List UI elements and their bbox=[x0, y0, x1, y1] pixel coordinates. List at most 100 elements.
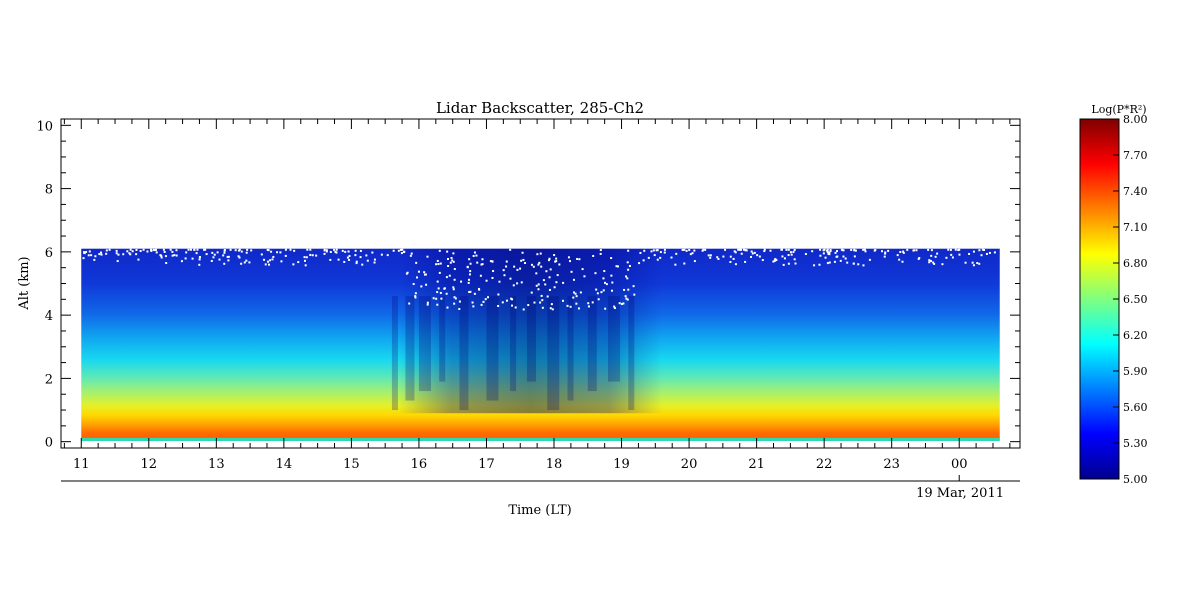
noise-speck bbox=[175, 249, 178, 252]
noise-speck bbox=[983, 248, 986, 251]
noise-speck bbox=[471, 301, 474, 304]
noise-speck bbox=[957, 249, 960, 252]
noise-speck bbox=[185, 251, 188, 254]
noise-speck bbox=[972, 250, 975, 253]
noise-speck bbox=[548, 257, 551, 260]
noise-speck bbox=[454, 297, 457, 300]
noise-speck bbox=[458, 300, 461, 303]
noise-speck bbox=[930, 249, 933, 252]
noise-speck bbox=[152, 248, 155, 251]
noise-speck bbox=[613, 305, 616, 308]
noise-speck bbox=[785, 248, 788, 251]
noise-speck bbox=[857, 263, 860, 266]
noise-speck bbox=[930, 254, 933, 257]
noise-speck bbox=[451, 259, 454, 262]
noise-speck bbox=[469, 262, 472, 265]
noise-speck bbox=[435, 297, 438, 300]
noise-speck bbox=[683, 262, 686, 265]
noise-speck bbox=[538, 261, 541, 264]
noise-speck bbox=[323, 249, 326, 252]
noise-speck bbox=[794, 262, 797, 265]
noise-speck bbox=[733, 250, 736, 253]
noise-speck bbox=[594, 272, 597, 275]
noise-speck bbox=[437, 287, 440, 290]
colorbar-tick-label: 5.30 bbox=[1123, 437, 1148, 450]
noise-speck bbox=[271, 258, 274, 261]
streak bbox=[547, 296, 560, 411]
colorbar-tick-label: 8.00 bbox=[1123, 113, 1148, 126]
noise-speck bbox=[93, 258, 96, 261]
noise-speck bbox=[638, 262, 641, 265]
noise-speck bbox=[502, 269, 505, 272]
noise-speck bbox=[480, 303, 483, 306]
noise-speck bbox=[707, 254, 710, 257]
noise-speck bbox=[280, 260, 283, 263]
noise-speck bbox=[267, 260, 270, 263]
noise-speck bbox=[305, 256, 308, 259]
noise-speck bbox=[562, 281, 565, 284]
noise-speck bbox=[610, 274, 613, 277]
noise-speck bbox=[447, 265, 450, 268]
noise-speck bbox=[386, 254, 389, 257]
noise-speck bbox=[135, 253, 138, 256]
noise-speck bbox=[453, 268, 456, 271]
noise-speck bbox=[574, 292, 577, 295]
noise-speck bbox=[472, 254, 475, 257]
noise-speck bbox=[553, 254, 556, 257]
noise-speck bbox=[205, 253, 208, 256]
noise-speck bbox=[701, 249, 704, 252]
noise-speck bbox=[545, 270, 548, 273]
x-axis-label: Time (LT) bbox=[508, 503, 571, 518]
noise-speck bbox=[405, 272, 408, 275]
noise-speck bbox=[898, 258, 901, 261]
noise-speck bbox=[505, 260, 508, 263]
noise-speck bbox=[519, 267, 522, 270]
colorbar-tick-label: 5.60 bbox=[1123, 401, 1148, 414]
noise-speck bbox=[633, 293, 636, 296]
noise-speck bbox=[516, 268, 519, 271]
noise-speck bbox=[373, 261, 376, 264]
noise-speck bbox=[325, 249, 328, 252]
noise-speck bbox=[487, 296, 490, 299]
noise-speck bbox=[964, 261, 967, 264]
noise-speck bbox=[437, 263, 440, 266]
noise-speck bbox=[128, 252, 131, 255]
noise-speck bbox=[850, 248, 853, 251]
noise-speck bbox=[577, 307, 580, 310]
noise-speck bbox=[426, 255, 429, 258]
noise-speck bbox=[575, 295, 578, 298]
noise-speck bbox=[344, 250, 347, 253]
noise-speck bbox=[410, 252, 413, 255]
noise-speck bbox=[505, 299, 508, 302]
noise-speck bbox=[468, 273, 471, 276]
noise-speck bbox=[828, 261, 831, 264]
noise-speck bbox=[659, 251, 662, 254]
noise-speck bbox=[659, 256, 662, 259]
noise-speck bbox=[740, 252, 743, 255]
noise-speck bbox=[131, 250, 134, 253]
noise-speck bbox=[115, 249, 118, 252]
noise-speck bbox=[85, 250, 88, 253]
noise-speck bbox=[539, 252, 542, 255]
noise-speck bbox=[348, 255, 351, 258]
noise-speck bbox=[149, 248, 152, 251]
noise-speck bbox=[772, 260, 775, 263]
noise-speck bbox=[380, 253, 383, 256]
noise-speck bbox=[297, 261, 300, 264]
noise-speck bbox=[774, 258, 777, 261]
noise-speck bbox=[83, 251, 86, 254]
noise-speck bbox=[484, 298, 487, 301]
noise-speck bbox=[264, 263, 267, 266]
noise-speck bbox=[683, 248, 686, 251]
noise-speck bbox=[813, 264, 816, 267]
colorbar-tick-label: 6.80 bbox=[1123, 257, 1148, 270]
x-tick-label: 21 bbox=[748, 457, 765, 472]
noise-speck bbox=[536, 253, 539, 256]
noise-speck bbox=[745, 249, 748, 252]
x-tick-label: 14 bbox=[276, 457, 293, 472]
noise-speck bbox=[292, 263, 295, 266]
noise-speck bbox=[514, 306, 517, 309]
noise-speck bbox=[446, 306, 449, 309]
noise-speck bbox=[826, 251, 829, 254]
noise-speck bbox=[623, 288, 626, 291]
